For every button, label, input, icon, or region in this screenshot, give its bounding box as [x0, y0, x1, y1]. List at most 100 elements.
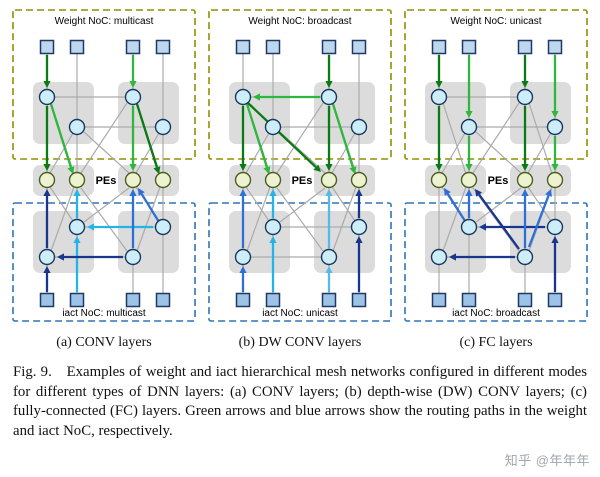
weight-source-square: [321, 39, 337, 55]
router-node: [350, 118, 368, 136]
route-arrow-head: [551, 236, 559, 243]
router-node: [516, 248, 534, 266]
mesh-link: [475, 131, 522, 174]
weight-source-square: [235, 39, 251, 55]
iact-route-arrows: [43, 188, 160, 292]
mesh-link: [279, 187, 326, 223]
route-arrow-head: [435, 81, 443, 88]
router-node: [460, 218, 478, 236]
route-arrow-head: [43, 164, 51, 171]
mesh-link: [80, 187, 128, 252]
route-arrow-head: [253, 93, 260, 101]
weight-source-square: [125, 39, 141, 55]
cluster-box: [425, 211, 486, 273]
route-arrow-line: [140, 193, 160, 223]
iact-noc-label: iact NoC: unicast: [262, 308, 338, 319]
weight-noc-label: Weight NoC: multicast: [55, 16, 154, 27]
route-arrow-head: [444, 188, 451, 196]
mesh-link: [83, 131, 130, 174]
route-arrow-head: [325, 164, 333, 171]
iact-source-square: [321, 292, 337, 308]
mesh-link: [331, 132, 356, 174]
mesh-link: [276, 187, 324, 252]
route-arrow-line: [331, 103, 354, 168]
route-arrow-head: [138, 188, 145, 196]
iact-source-square: [547, 292, 563, 308]
route-arrow-head: [43, 189, 51, 196]
weight-route-arrows: [435, 55, 559, 171]
pe-node: [516, 171, 534, 189]
pes-label: PEs: [488, 175, 509, 187]
pes-label: PEs: [96, 175, 117, 187]
panels-row: Weight NoC: multicast iact NoC: multicast…: [12, 9, 588, 350]
route-arrow-head: [43, 266, 51, 273]
route-arrow-head: [449, 253, 456, 261]
weight-source-square: [547, 39, 563, 55]
router-node: [430, 88, 448, 106]
route-arrow-head: [313, 164, 321, 172]
iact-source-square: [351, 292, 367, 308]
nodes: [38, 39, 172, 308]
cluster-box: [229, 211, 290, 273]
pe-node: [350, 171, 368, 189]
weight-source-square: [265, 39, 281, 55]
iact-noc-label: iact NoC: broadcast: [452, 308, 540, 319]
mesh-link: [528, 102, 553, 175]
weight-noc-label: Weight NoC: broadcast: [248, 16, 351, 27]
route-arrow-head: [153, 166, 161, 174]
pe-node: [68, 171, 86, 189]
route-arrow-head: [57, 253, 64, 261]
mesh-diagram-fc: Weight NoC: unicast iact NoC: broadcast PE…: [404, 9, 588, 322]
mesh-link: [527, 132, 552, 174]
pes-label: PEs: [292, 175, 313, 187]
route-arrow-head: [87, 223, 94, 231]
route-arrow-head: [465, 189, 473, 196]
route-arrow-head: [73, 189, 81, 196]
mesh-link: [331, 186, 356, 222]
router-node: [38, 88, 56, 106]
route-arrow-line: [135, 103, 158, 168]
iact-noc-label: iact NoC: multicast: [62, 308, 146, 319]
route-arrow-head: [43, 81, 51, 88]
route-arrow-head: [239, 266, 247, 273]
router-node: [124, 88, 142, 106]
route-arrow-head: [521, 189, 529, 196]
route-arrow-head: [551, 111, 559, 118]
mesh-link: [83, 187, 130, 223]
mesh-link: [246, 186, 271, 252]
iact-source-square: [235, 292, 251, 308]
router-node: [234, 248, 252, 266]
pe-node: [124, 171, 142, 189]
route-arrow-line: [446, 193, 466, 222]
iact-noc-dashed-box: [208, 202, 392, 322]
iact-source-square: [69, 292, 85, 308]
route-arrow-line: [245, 103, 268, 168]
router-node: [460, 118, 478, 136]
pe-node: [460, 171, 478, 189]
mesh-link: [472, 102, 520, 174]
route-arrow-head: [479, 223, 486, 231]
mesh-link: [442, 102, 467, 175]
mesh-link: [442, 186, 467, 252]
nodes: [430, 39, 564, 308]
route-arrow-head: [129, 189, 137, 196]
pe-node: [430, 171, 448, 189]
iact-route-arrows: [239, 189, 363, 292]
iact-noc-dashed-box: [404, 202, 588, 322]
pe-node: [546, 171, 564, 189]
weight-source-square: [461, 39, 477, 55]
router-node: [264, 118, 282, 136]
weight-noc-dashed-box: [404, 9, 588, 160]
route-arrow-head: [521, 81, 529, 88]
weight-source-square: [155, 39, 171, 55]
router-node: [320, 248, 338, 266]
nodes: [234, 39, 368, 308]
route-arrow-head: [129, 81, 137, 88]
iact-source-square: [431, 292, 447, 308]
mesh-link: [50, 186, 75, 252]
weight-noc-dashed-box: [12, 9, 196, 160]
route-arrow-head: [269, 189, 277, 196]
figure-caption: Fig. 9. Examples of weight and iact hier…: [13, 364, 587, 439]
route-arrow-line: [247, 102, 317, 169]
mesh-link: [80, 102, 128, 174]
